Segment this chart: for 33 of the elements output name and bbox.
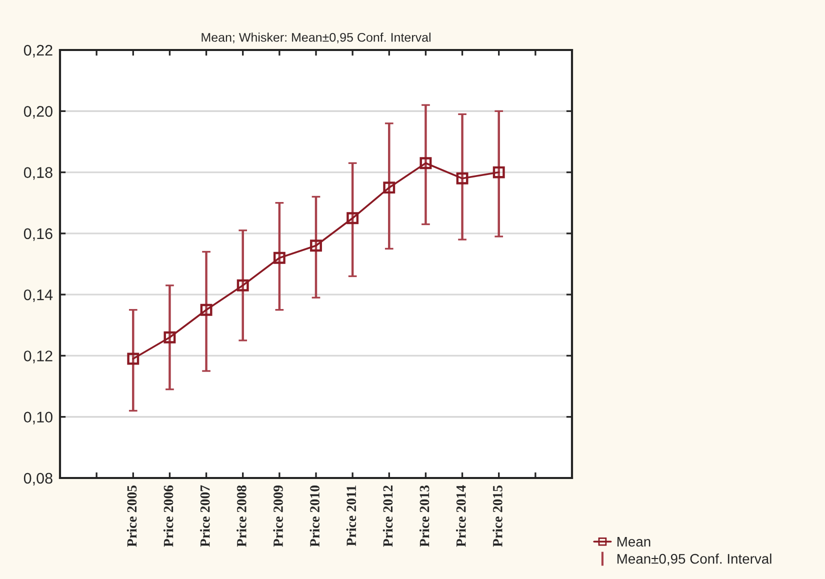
point — [456, 172, 468, 184]
point — [273, 252, 286, 264]
chart-title: Mean; Whisker: Mean±0,95 Conf. Interval — [202, 32, 430, 44]
point — [236, 279, 249, 292]
legend-label: Mean — [617, 536, 650, 547]
x-tick-label: Price 2010 — [310, 485, 320, 547]
x-tick-label: Price 2006 — [163, 485, 174, 547]
point — [346, 212, 359, 224]
y-tick-label: 0,20 — [24, 106, 52, 119]
point — [127, 352, 140, 365]
y-tick-label: 0,14 — [24, 289, 53, 302]
x-tick-label: Price 2011 — [346, 486, 356, 546]
x-tick-label: Price 2008 — [236, 485, 246, 547]
x-tick-label: Price 2014 — [456, 485, 466, 547]
point — [310, 240, 322, 252]
y-tick-label: 0,12 — [24, 350, 52, 364]
y-tick-label: 0,08 — [24, 472, 52, 486]
x-tick-label: Price 2012 — [382, 486, 393, 547]
x-tick-label: Price 2013 — [419, 485, 430, 547]
y-tick-label: 0,22 — [24, 44, 52, 58]
text: Mean±0,95 Conf. Interval — [617, 554, 772, 566]
point — [383, 182, 396, 194]
point — [420, 157, 432, 170]
x-tick-label: Price 2015 — [492, 485, 502, 547]
x-tick-label: Price 2007 — [200, 485, 210, 547]
y-tick-label: 0,16 — [24, 228, 52, 241]
y-tick-label: 0,10 — [24, 412, 52, 424]
point — [200, 304, 212, 316]
x-tick-label: Price 2009 — [273, 485, 283, 547]
point — [164, 331, 176, 344]
x-tick-label: Price 2005 — [126, 485, 137, 547]
y-tick-label: 0,18 — [24, 167, 52, 180]
point — [492, 166, 505, 178]
